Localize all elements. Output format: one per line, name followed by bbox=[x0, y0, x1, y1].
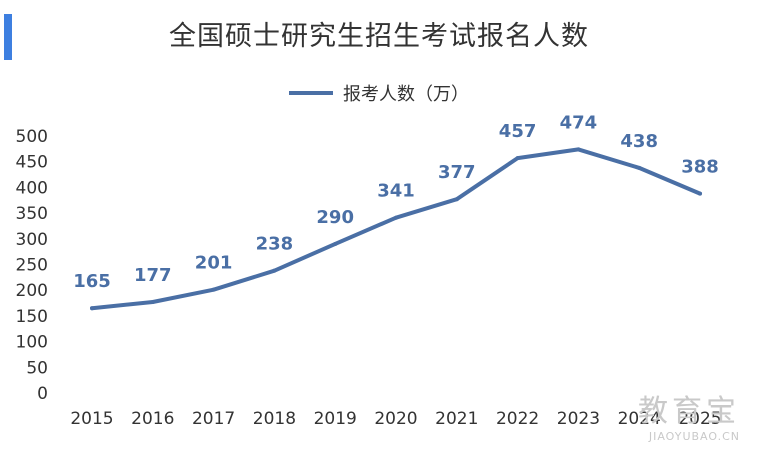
x-tick-label: 2025 bbox=[678, 409, 721, 429]
y-tick-label: 450 bbox=[16, 153, 48, 173]
y-tick-label: 200 bbox=[16, 281, 48, 301]
data-point bbox=[90, 306, 94, 311]
series-group bbox=[90, 147, 702, 311]
y-tick-label: 300 bbox=[16, 230, 48, 250]
data-point bbox=[394, 215, 398, 220]
y-axis: 0 50 100 150 200 250 300 350 400 450 500 bbox=[16, 127, 48, 404]
x-tick-label: 2023 bbox=[557, 409, 600, 429]
data-point bbox=[454, 197, 459, 202]
data-label: 474 bbox=[560, 112, 598, 133]
data-label: 165 bbox=[73, 271, 111, 292]
chart-title: 全国硕士研究生招生考试报名人数 bbox=[169, 21, 589, 52]
watermark-domain: JIAOYUBAO.CN bbox=[648, 430, 740, 443]
data-point bbox=[576, 147, 581, 152]
x-axis: 2015 2016 2017 2018 2019 2020 2021 2022 2023 2024… bbox=[70, 409, 721, 429]
data-label: 438 bbox=[620, 131, 658, 152]
x-tick-label: 2015 bbox=[70, 409, 113, 429]
x-tick-label: 2022 bbox=[496, 409, 539, 429]
x-tick-label: 2018 bbox=[253, 409, 296, 429]
data-label: 290 bbox=[316, 207, 354, 228]
drop-lines bbox=[91, 149, 701, 385]
y-tick-label: 50 bbox=[26, 358, 48, 378]
data-point bbox=[333, 241, 338, 246]
data-labels: 165 177 201 238 290 341 377 457 474 438 388 bbox=[73, 112, 719, 292]
watermark-logo: 教育宝 bbox=[638, 394, 740, 429]
x-tick-label: 2016 bbox=[131, 409, 174, 429]
data-label: 177 bbox=[134, 265, 172, 286]
data-point bbox=[698, 191, 702, 196]
chart-legend: 报考人数（万） bbox=[0, 80, 758, 106]
accent-bar bbox=[4, 14, 12, 60]
data-label: 377 bbox=[438, 162, 476, 183]
y-tick-label: 500 bbox=[16, 127, 48, 147]
x-tick-label: 2019 bbox=[314, 409, 357, 429]
watermark: 教育宝 JIAOYUBAO.CN bbox=[638, 386, 740, 443]
y-tick-label: 150 bbox=[16, 307, 48, 327]
x-tick-label: 2017 bbox=[192, 409, 235, 429]
x-tick-label: 2020 bbox=[374, 409, 417, 429]
x-tick-label: 2024 bbox=[618, 409, 661, 429]
y-tick-label: 400 bbox=[16, 178, 48, 198]
data-point bbox=[272, 268, 277, 273]
y-tick-label: 350 bbox=[16, 204, 48, 224]
data-label: 388 bbox=[681, 157, 719, 178]
data-label: 341 bbox=[377, 181, 415, 202]
data-point bbox=[211, 287, 216, 292]
data-point bbox=[515, 156, 520, 161]
data-point bbox=[150, 300, 155, 305]
y-tick-label: 100 bbox=[16, 333, 48, 353]
legend-label: 报考人数（万） bbox=[343, 84, 469, 105]
data-label: 457 bbox=[499, 121, 537, 142]
data-label: 201 bbox=[195, 253, 233, 274]
legend-line-swatch bbox=[289, 91, 333, 95]
data-point bbox=[637, 165, 642, 170]
y-tick-label: 0 bbox=[37, 384, 48, 404]
y-tick-label: 250 bbox=[16, 256, 48, 276]
data-label: 238 bbox=[256, 234, 294, 255]
x-tick-label: 2021 bbox=[435, 409, 478, 429]
